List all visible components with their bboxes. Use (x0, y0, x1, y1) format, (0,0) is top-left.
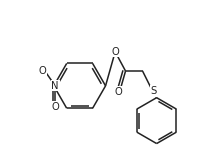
Text: O: O (114, 87, 122, 97)
Text: O: O (111, 47, 119, 57)
Text: S: S (150, 86, 157, 96)
Text: O: O (39, 66, 47, 76)
Text: N: N (51, 81, 59, 91)
Text: O: O (51, 102, 59, 112)
